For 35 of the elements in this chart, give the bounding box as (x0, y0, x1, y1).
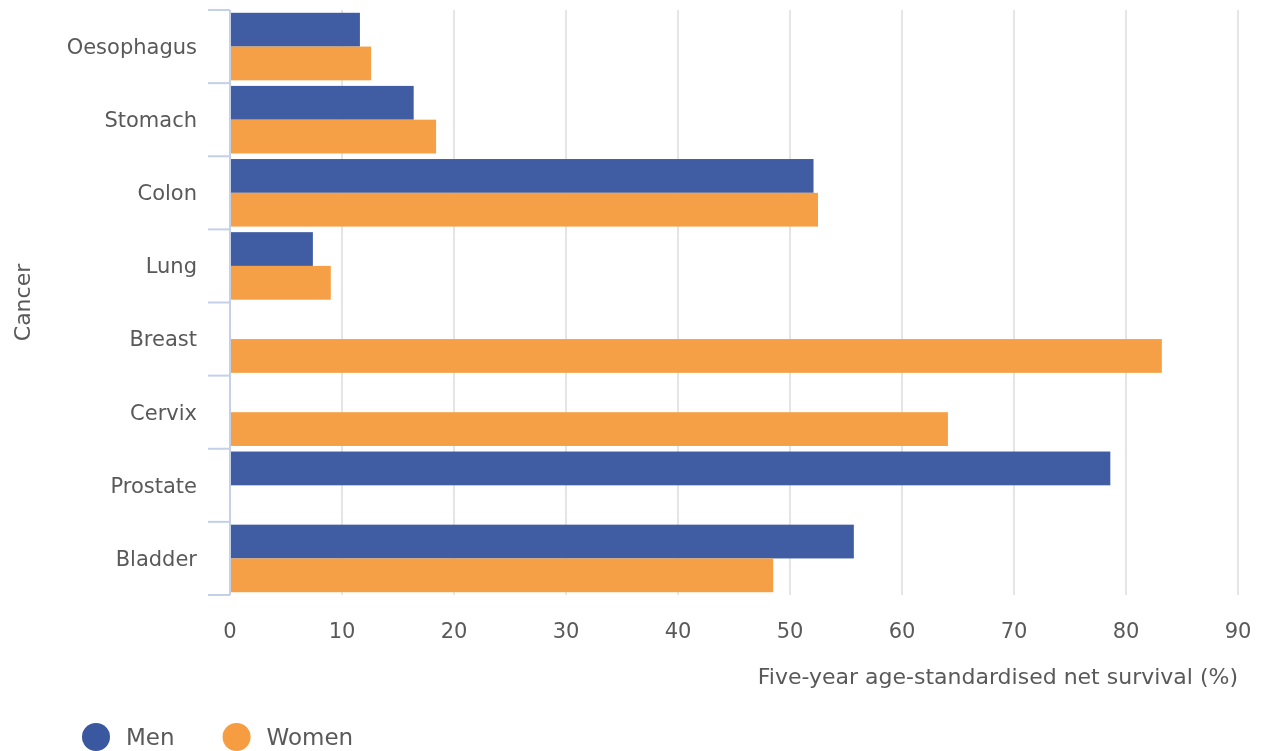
legend-label: Women (266, 724, 354, 751)
bar (230, 159, 814, 193)
x-tick-label: 90 (1224, 619, 1252, 643)
bar (230, 119, 437, 154)
x-tick-label: 30 (552, 619, 580, 643)
bar (230, 232, 313, 266)
x-tick-label: 10 (328, 619, 356, 643)
bar (230, 46, 372, 81)
bar (230, 339, 1162, 373)
y-axis-title: Cancer (10, 262, 35, 342)
x-tick-label: 60 (888, 619, 916, 643)
y-tick-label: Breast (129, 327, 197, 352)
y-tick-label: Lung (145, 254, 197, 279)
x-axis-title: Five-year age-standardised net survival (%) (757, 664, 1238, 689)
bar (230, 558, 774, 593)
y-tick-label: Cervix (130, 400, 197, 425)
bar (230, 451, 1111, 486)
legend-label: Men (126, 724, 175, 751)
x-tick-label: 20 (440, 619, 468, 643)
bar (230, 412, 948, 446)
y-tick-label: Prostate (110, 473, 197, 498)
y-tick-label: Stomach (104, 108, 197, 133)
y-tick-label: Colon (137, 181, 197, 206)
x-tick-label: 80 (1112, 619, 1140, 643)
bar (230, 12, 360, 47)
x-tick-label: 50 (776, 619, 804, 643)
y-tick-label: Bladder (115, 546, 198, 571)
bar (230, 85, 414, 120)
bar (230, 192, 818, 227)
x-tick-label: 70 (1000, 619, 1028, 643)
bar (230, 524, 854, 559)
bar (230, 265, 331, 300)
x-tick-label: 0 (223, 619, 237, 643)
y-tick-label: Oesophagus (66, 34, 197, 59)
x-tick-label: 40 (664, 619, 692, 643)
